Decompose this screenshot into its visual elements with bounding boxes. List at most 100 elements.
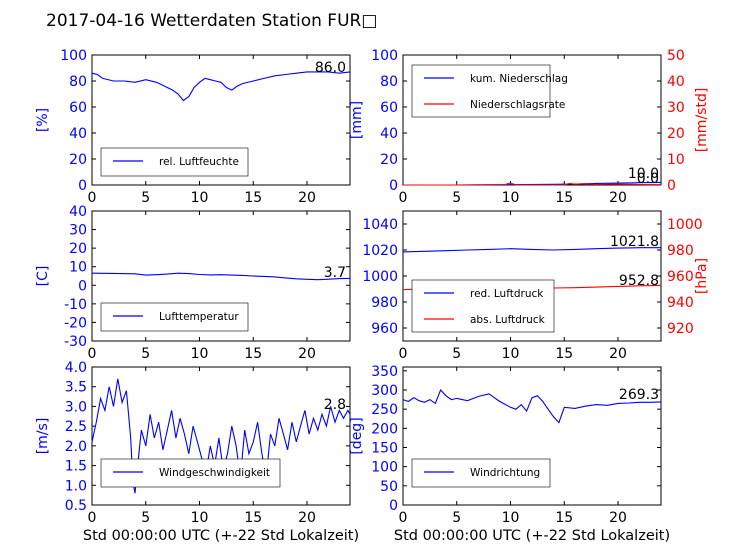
x-tick-label: 0 xyxy=(399,190,408,206)
legend-label: kum. Niederschlag xyxy=(470,73,568,85)
y-tick-label: 4.0 xyxy=(65,360,87,376)
y-tick-label: 960 xyxy=(371,321,398,337)
x-axis-label: Std 00:00:00 UTC (+-22 Std Lokalzeit) xyxy=(394,528,670,544)
chart-temperature: 0 5 10 15 20 -30 -20 -10 0 10 20 30 40 [C] Lufttempera… xyxy=(35,204,351,362)
x-tick-label: 15 xyxy=(555,190,573,206)
y-tick-label: 2.0 xyxy=(65,439,87,455)
legend-box xyxy=(411,64,551,118)
x-tick-label: 15 xyxy=(244,510,262,526)
y-tick-label: 1020 xyxy=(362,243,398,259)
x-tick-label: 0 xyxy=(399,346,408,362)
x-tick-label: 10 xyxy=(502,190,520,206)
y2-tick-label: 30 xyxy=(667,100,685,116)
y-tick-label: 1040 xyxy=(362,217,398,233)
y2-tick-label: 10 xyxy=(667,152,685,168)
x-tick-label: 15 xyxy=(555,346,573,362)
y-tick-label: 30 xyxy=(69,223,87,239)
y-tick-label: 1000 xyxy=(362,269,398,285)
y-tick-label: 0 xyxy=(389,178,398,194)
x-tick-label: 20 xyxy=(609,510,627,526)
y-tick-label: 80 xyxy=(69,74,87,90)
y-tick-label: 40 xyxy=(69,204,87,220)
y-tick-label: 1.0 xyxy=(65,478,87,494)
x-tick-label: 5 xyxy=(452,190,461,206)
y-tick-label: 20 xyxy=(380,152,398,168)
legend-label: red. Luftdruck xyxy=(470,288,544,300)
y2-tick-label: 40 xyxy=(667,74,685,90)
y-tick-label: 350 xyxy=(371,364,398,380)
y-tick-label: 100 xyxy=(60,48,87,64)
x-tick-label: 5 xyxy=(452,510,461,526)
y-tick-label: 3.0 xyxy=(65,399,87,415)
y-tick-label: 100 xyxy=(371,48,398,64)
x-tick-label: 20 xyxy=(298,510,316,526)
y-tick-label: 20 xyxy=(69,241,87,257)
x-tick-label: 5 xyxy=(141,190,150,206)
legend-box xyxy=(411,458,551,488)
y2-tick-label: 960 xyxy=(667,269,694,285)
figure-title: 2017-04-16 Wetterdaten Station FUR□ xyxy=(46,11,377,31)
y-axis-label: [m/s] xyxy=(35,418,51,455)
series-line xyxy=(403,182,662,186)
y-tick-label: 0 xyxy=(389,498,398,514)
y-tick-label: -30 xyxy=(64,334,87,350)
y-tick-label: 0 xyxy=(78,278,87,294)
y-tick-label: 250 xyxy=(371,402,398,418)
legend-label: Windrichtung xyxy=(470,467,540,479)
value-annotation: 0.0 xyxy=(637,171,659,187)
y-tick-label: 980 xyxy=(371,295,398,311)
y-tick-label: 1.5 xyxy=(65,459,87,475)
y2-tick-label: 980 xyxy=(667,243,694,259)
y-tick-label: 0.5 xyxy=(65,498,87,514)
y-tick-label: 200 xyxy=(371,421,398,437)
legend-label: rel. Luftfeuchte xyxy=(159,156,239,168)
x-tick-label: 10 xyxy=(191,346,209,362)
y2-axis-label: [mm/std] xyxy=(694,88,710,153)
value-annotation: 952.8 xyxy=(619,273,659,289)
y2-tick-label: 1000 xyxy=(667,217,703,233)
y-tick-label: 100 xyxy=(371,460,398,476)
legend-label: Lufttemperatur xyxy=(159,311,239,323)
legend-label: Windgeschwindigkeit xyxy=(159,467,270,479)
x-tick-label: 0 xyxy=(88,346,97,362)
y-tick-label: 2.5 xyxy=(65,419,87,435)
y2-tick-label: 50 xyxy=(667,48,685,64)
legend-box xyxy=(100,302,249,332)
x-tick-label: 20 xyxy=(609,346,627,362)
chart-windspeed: 0 5 10 15 20 0.5 1.0 1.5 2.0 2.5 3.0 3.5 4.0 [m/s] Std… xyxy=(35,360,359,544)
series-line xyxy=(91,272,351,281)
plot-frame xyxy=(91,210,351,342)
chart-pressure: 0 5 10 15 20 960 980 1000 1020 1040 920 940 960 980 10… xyxy=(362,210,710,362)
y2-tick-label: 920 xyxy=(667,321,694,337)
series-line xyxy=(402,247,661,253)
chart-humidity: 0 5 10 15 20 0 20 40 60 80 100 [%] rel. Luftfeuchte 8… xyxy=(35,48,351,206)
value-annotation: 1021.8 xyxy=(610,234,659,250)
legend-box xyxy=(100,147,249,177)
x-tick-label: 15 xyxy=(244,190,262,206)
x-tick-label: 15 xyxy=(244,346,262,362)
legend-label: abs. Luftdruck xyxy=(470,314,546,326)
y2-tick-label: 940 xyxy=(667,295,694,311)
series-line xyxy=(402,388,662,424)
y-axis-label: [C] xyxy=(35,266,51,287)
x-tick-label: 20 xyxy=(609,190,627,206)
y-tick-label: 150 xyxy=(371,441,398,457)
y2-axis-label: [hPa] xyxy=(694,258,710,294)
legend-box xyxy=(411,279,555,333)
y-tick-label: 60 xyxy=(69,100,87,116)
x-tick-label: 5 xyxy=(452,346,461,362)
y-tick-label: -20 xyxy=(64,315,87,331)
legend-label: Niederschlagsrate xyxy=(470,99,565,111)
y-tick-label: 80 xyxy=(380,74,398,90)
x-tick-label: 5 xyxy=(141,510,150,526)
x-tick-label: 10 xyxy=(502,510,520,526)
plot-frame xyxy=(91,54,351,186)
value-annotation: 2.8 xyxy=(324,397,346,413)
x-tick-label: 0 xyxy=(88,510,97,526)
y-axis-label: [mm] xyxy=(349,101,365,139)
series-line xyxy=(91,71,351,102)
y2-tick-label: 20 xyxy=(667,126,685,142)
x-tick-label: 0 xyxy=(88,190,97,206)
x-axis-label: Std 00:00:00 UTC (+-22 Std Lokalzeit) xyxy=(83,528,359,544)
